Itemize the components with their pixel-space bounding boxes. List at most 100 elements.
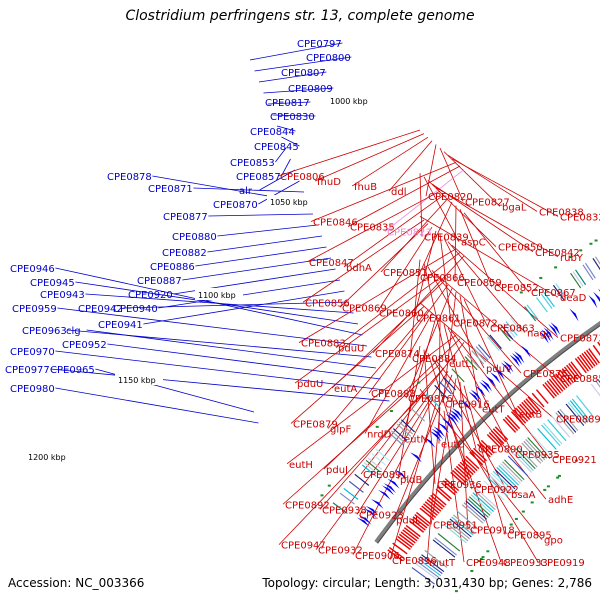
reverse-leader-line bbox=[302, 219, 425, 303]
reverse-gene-label: mutT bbox=[429, 558, 456, 569]
reverse-gene-arrow bbox=[441, 482, 456, 496]
rna-marker bbox=[481, 556, 485, 559]
reverse-gene-label: CPE0856 bbox=[305, 298, 350, 309]
reverse-gene-label: CPE0921 bbox=[552, 455, 597, 466]
cog-block bbox=[432, 539, 456, 558]
forward-leader-line bbox=[258, 71, 327, 83]
forward-gene-labels: CPE0797 CPE0800 CPE0807 CPE0809 CPE0817 CPE08… bbox=[5, 39, 351, 395]
backbone-outer bbox=[374, 321, 600, 544]
reverse-gene-label: CPE0948 bbox=[466, 558, 511, 569]
reverse-gene-arrow bbox=[410, 518, 426, 531]
outer-block bbox=[464, 356, 478, 371]
reverse-gene-label: CPE0839 bbox=[424, 233, 469, 244]
backbone-ring bbox=[374, 321, 600, 544]
rna-marker bbox=[554, 266, 558, 269]
cog-block bbox=[414, 562, 438, 581]
reverse-gene-label: eutC bbox=[441, 440, 464, 451]
forward-leader-line bbox=[86, 329, 377, 369]
forward-gene-arrow bbox=[569, 308, 579, 322]
outer-block bbox=[354, 473, 370, 486]
outer-block bbox=[510, 317, 523, 333]
reverse-leader-line bbox=[339, 223, 429, 308]
reverse-gene-arrow bbox=[461, 459, 476, 474]
cog-block bbox=[517, 446, 538, 468]
reverse-gene-label: eutA bbox=[334, 384, 357, 395]
reverse-leader-line bbox=[443, 151, 501, 207]
reverse-gene-arrow bbox=[570, 361, 583, 377]
reverse-leader-line bbox=[319, 367, 445, 510]
reverse-gene-arrow bbox=[559, 369, 572, 385]
forward-gene-arrow bbox=[541, 329, 552, 342]
reverse-gene-arrow bbox=[579, 354, 592, 370]
scale-tick-label: 1200 kbp bbox=[28, 453, 66, 462]
forward-leader-line bbox=[272, 114, 316, 117]
forward-leader-line bbox=[50, 368, 390, 402]
reverse-gene-label: eutL bbox=[449, 359, 471, 370]
reverse-gene-arrow bbox=[478, 441, 493, 456]
forward-gene-arrow bbox=[509, 354, 520, 367]
cog-block bbox=[571, 398, 591, 422]
outer-block bbox=[438, 380, 452, 395]
cog-block bbox=[525, 438, 546, 461]
reverse-gene-label: CPE0861 bbox=[416, 313, 461, 324]
forward-gene-label: CPE0920 bbox=[128, 290, 173, 301]
forward-leader-line bbox=[275, 147, 287, 163]
reverse-gene-label: CPE0866 bbox=[420, 273, 465, 284]
reverse-gene-label: CPE0895 bbox=[507, 531, 552, 542]
outer-block bbox=[543, 291, 555, 308]
outer-block bbox=[475, 346, 489, 361]
forward-gene-arrow bbox=[494, 368, 505, 381]
reverse-gene-arrow bbox=[525, 398, 539, 413]
outer-block bbox=[503, 323, 516, 338]
reverse-gene-arrow bbox=[473, 447, 487, 462]
reverse-leader-line bbox=[294, 277, 441, 384]
scale-tick-label: 1050 kbp bbox=[270, 198, 308, 207]
reverse-gene-arrow bbox=[423, 503, 438, 516]
reverse-gene-label: CPE0832 bbox=[560, 212, 600, 223]
tick-bg bbox=[327, 94, 375, 106]
cog-block bbox=[523, 440, 544, 463]
reverse-gene-label: pduV bbox=[486, 364, 512, 375]
forward-leader-line bbox=[217, 224, 318, 237]
outer-block bbox=[584, 262, 596, 279]
reverse-gene-label: eutN bbox=[404, 435, 428, 446]
forward-leader-line bbox=[57, 307, 368, 347]
reverse-gene-arrow bbox=[455, 465, 471, 480]
reverse-gene-arrow bbox=[494, 426, 509, 441]
outer-block bbox=[451, 368, 465, 383]
reverse-leader-line bbox=[463, 299, 518, 414]
forward-leader-line bbox=[281, 158, 291, 177]
cog-block bbox=[487, 476, 509, 497]
forward-leader-line bbox=[207, 235, 323, 253]
reverse-gene-arrow bbox=[555, 373, 568, 389]
reverse-gene-label: CPE0891 bbox=[363, 470, 408, 481]
reverse-gene-label: CPE0896 bbox=[392, 556, 437, 567]
forward-gene-arrow bbox=[378, 489, 391, 500]
genome-summary-text: Topology: circular; Length: 3,031,430 bp… bbox=[262, 576, 592, 590]
reverse-gene-label: CPE0879 bbox=[293, 419, 338, 430]
reverse-gene-label: CPE0935 bbox=[515, 450, 560, 461]
cog-block bbox=[468, 496, 491, 516]
forward-gene-arrow bbox=[363, 508, 377, 518]
reverse-gene-label: bsaA bbox=[511, 490, 536, 501]
forward-gene-label: CPE0800 bbox=[306, 53, 351, 64]
reverse-gene-arrow bbox=[452, 469, 467, 484]
forward-gene-label: CPE0880 bbox=[172, 232, 217, 243]
outer-block bbox=[572, 271, 584, 287]
reverse-gene-arrow bbox=[527, 396, 541, 411]
outer-block bbox=[575, 269, 587, 286]
reverse-gene-label: CPE0889 bbox=[556, 414, 600, 425]
reverse-gene-label: eutH bbox=[289, 460, 313, 471]
reverse-gene-label: CPE0875 bbox=[523, 369, 568, 380]
outer-block bbox=[339, 492, 355, 505]
forward-label-leaders bbox=[50, 42, 390, 424]
rna-marker bbox=[509, 523, 513, 526]
cog-block bbox=[595, 380, 600, 388]
forward-gene-label: CPE0878 bbox=[107, 172, 152, 183]
rna-marker bbox=[470, 569, 474, 572]
outer-block bbox=[471, 350, 485, 365]
cog-block bbox=[494, 468, 516, 490]
reverse-gene-arrow bbox=[488, 432, 503, 446]
reverse-leader-line bbox=[360, 342, 465, 475]
